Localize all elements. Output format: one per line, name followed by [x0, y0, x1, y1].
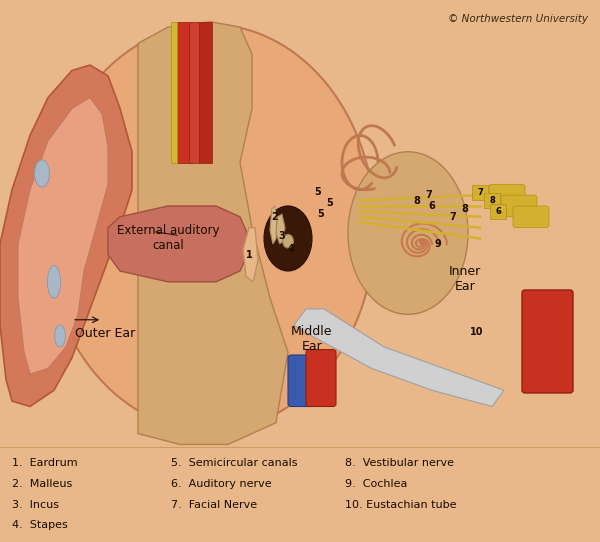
- Text: 9.  Cochlea: 9. Cochlea: [345, 479, 407, 489]
- FancyBboxPatch shape: [306, 350, 336, 406]
- Polygon shape: [18, 98, 108, 374]
- Polygon shape: [177, 22, 192, 163]
- Text: 5.  Semicircular canals: 5. Semicircular canals: [171, 459, 298, 468]
- Polygon shape: [270, 206, 277, 244]
- Ellipse shape: [348, 152, 468, 314]
- Text: 4.  Stapes: 4. Stapes: [12, 520, 68, 530]
- FancyBboxPatch shape: [484, 193, 500, 208]
- FancyBboxPatch shape: [522, 290, 573, 393]
- Text: 5: 5: [314, 188, 322, 197]
- Text: 7.  Facial Nerve: 7. Facial Nerve: [171, 500, 257, 509]
- Text: 7: 7: [425, 190, 433, 200]
- Polygon shape: [171, 22, 177, 163]
- FancyBboxPatch shape: [513, 206, 549, 228]
- Text: 8: 8: [461, 204, 469, 214]
- Text: 6: 6: [428, 201, 436, 211]
- Polygon shape: [108, 206, 252, 282]
- Text: 5: 5: [317, 209, 325, 219]
- Polygon shape: [276, 214, 285, 244]
- FancyBboxPatch shape: [472, 185, 488, 200]
- Text: 4: 4: [287, 244, 295, 254]
- FancyBboxPatch shape: [489, 184, 525, 206]
- Text: 2.  Malleus: 2. Malleus: [12, 479, 72, 489]
- Text: 2: 2: [271, 212, 278, 222]
- Polygon shape: [138, 22, 288, 444]
- FancyBboxPatch shape: [288, 355, 313, 406]
- Text: 7: 7: [449, 212, 457, 222]
- Text: 1: 1: [245, 250, 253, 260]
- Polygon shape: [0, 65, 132, 406]
- Text: Middle
Ear: Middle Ear: [291, 325, 333, 353]
- Text: 8.  Vestibular nerve: 8. Vestibular nerve: [345, 459, 454, 468]
- Polygon shape: [294, 309, 504, 406]
- Text: © Northwestern University: © Northwestern University: [448, 14, 588, 23]
- Ellipse shape: [45, 24, 375, 431]
- Text: 6: 6: [495, 207, 501, 216]
- Ellipse shape: [283, 235, 293, 248]
- Polygon shape: [189, 22, 200, 163]
- Text: Inner
Ear: Inner Ear: [449, 265, 481, 293]
- Ellipse shape: [47, 266, 61, 298]
- Ellipse shape: [35, 160, 50, 187]
- Text: 3.  Incus: 3. Incus: [12, 500, 59, 509]
- Text: External auditory
canal: External auditory canal: [117, 224, 219, 253]
- FancyBboxPatch shape: [490, 204, 506, 219]
- Text: 10. Eustachian tube: 10. Eustachian tube: [345, 500, 457, 509]
- Polygon shape: [199, 22, 212, 163]
- Text: 1.  Eardrum: 1. Eardrum: [12, 459, 77, 468]
- Text: 9: 9: [434, 239, 442, 249]
- Ellipse shape: [264, 206, 312, 271]
- Text: 10: 10: [470, 327, 484, 337]
- Text: 7: 7: [477, 188, 483, 197]
- Text: Outer Ear: Outer Ear: [75, 327, 135, 340]
- Text: 5: 5: [326, 198, 334, 208]
- FancyBboxPatch shape: [501, 195, 537, 217]
- Text: 6.  Auditory nerve: 6. Auditory nerve: [171, 479, 272, 489]
- Ellipse shape: [55, 325, 65, 347]
- Polygon shape: [243, 228, 258, 282]
- Text: 8: 8: [489, 196, 495, 205]
- Text: 8: 8: [413, 196, 421, 205]
- Text: 3: 3: [278, 231, 286, 241]
